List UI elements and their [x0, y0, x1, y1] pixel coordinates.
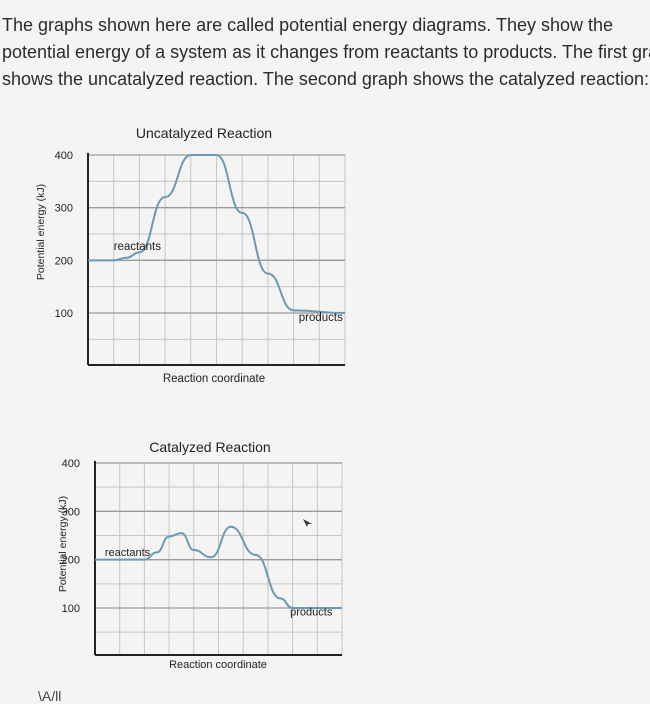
- catalyzed-ytick-label: 400: [62, 458, 80, 470]
- catalyzed-annotation-reactants: reactants: [105, 547, 151, 559]
- catalyzed-y-axis-label: Potential energy (kJ): [57, 496, 69, 592]
- catalyzed-chart-title: Catalyzed Reaction: [149, 439, 270, 455]
- catalyzed-ytick-label: 100: [62, 603, 80, 615]
- footer-cut-text: \A/ll: [38, 688, 61, 704]
- catalyzed-annotation-products: products: [290, 606, 333, 618]
- mouse-cursor-icon: [303, 519, 312, 527]
- catalyzed-x-axis-label: Reaction coordinate: [169, 659, 267, 671]
